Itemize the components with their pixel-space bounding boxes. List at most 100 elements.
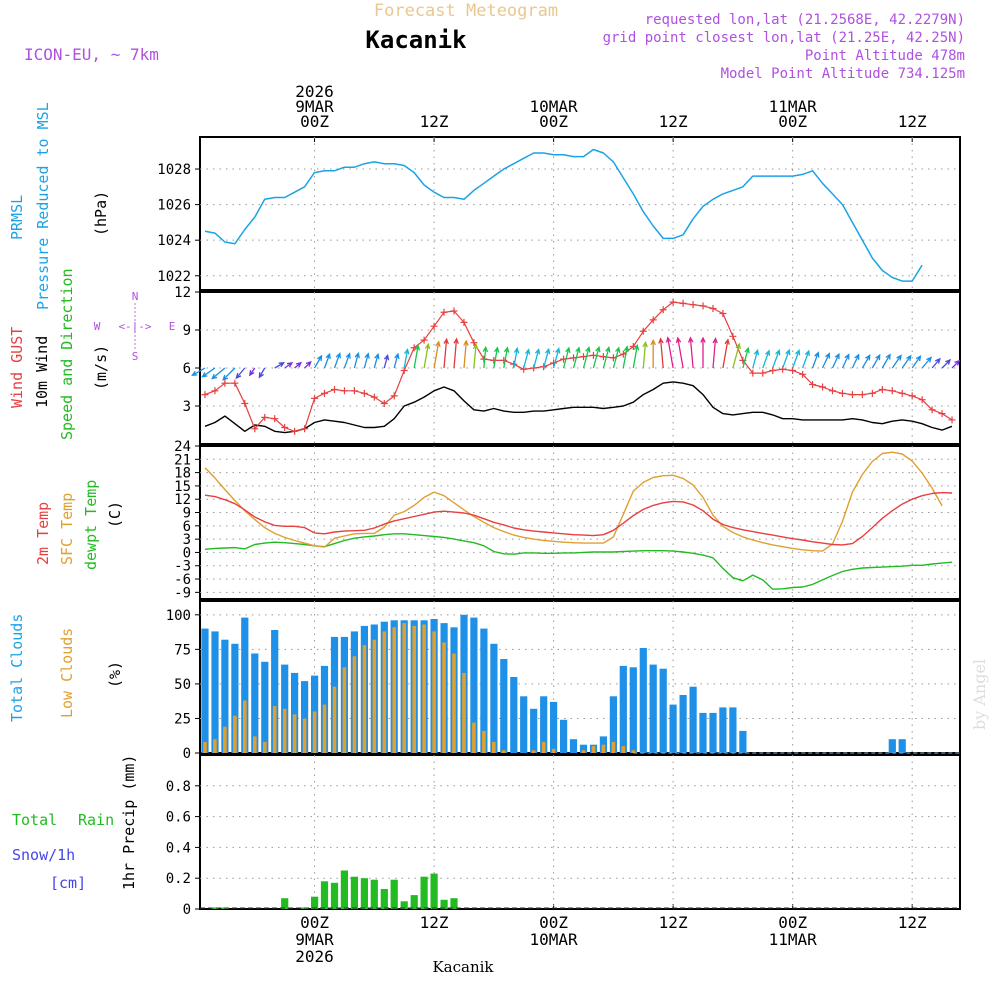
y-tick-label: 75 (174, 642, 191, 658)
rain-label: Rain (78, 811, 114, 829)
total-cloud-bar (689, 686, 697, 753)
wind-labels: Wind GUST 10m Wind Speed and Direction (… (8, 268, 175, 440)
bottom-axis-label: 10MAR (530, 930, 579, 949)
total-cloud-bar (659, 668, 667, 753)
bottom-axis-label: 00Z (539, 913, 568, 932)
y-tick-label: 18 (174, 466, 191, 482)
low-cloud-bar (611, 741, 616, 753)
gust-marker (669, 298, 677, 306)
total-cloud-bar (231, 643, 239, 753)
gust-marker (251, 425, 259, 433)
wind-direction-arrow (841, 353, 850, 369)
low-cloud-bar (292, 714, 297, 753)
gust-marker (301, 425, 309, 433)
y-tick-label: 9 (183, 506, 191, 522)
wind-direction-arrow (572, 346, 581, 369)
wind-direction-arrow (542, 347, 551, 369)
low-cloud-bar (263, 741, 267, 753)
panel-frame-temp (199, 445, 961, 600)
wind-direction-arrow (891, 354, 902, 369)
compass-w: W (94, 320, 101, 333)
wind-direction-arrow (911, 354, 922, 369)
gust-marker (878, 386, 886, 394)
gust-marker (330, 386, 338, 394)
panel-frame-precip (199, 754, 961, 910)
bottom-axis-label: 12Z (659, 913, 688, 932)
gust-marker (679, 299, 687, 307)
low-cloud-bar (253, 736, 257, 753)
low-cloud-bar (482, 730, 486, 753)
wind-direction-arrow (582, 346, 591, 369)
gust-marker (420, 336, 428, 344)
gust-marker (291, 427, 299, 435)
wind-direction-arrow (248, 367, 256, 377)
gust-marker (659, 306, 667, 314)
prmsl-line (204, 148, 923, 282)
y-tick-label: 50 (174, 677, 191, 693)
wind-direction-arrow (801, 349, 810, 369)
low-cloud-bar (531, 750, 536, 753)
gust-marker (908, 392, 916, 400)
low-cloud-bar (402, 623, 406, 753)
panel-frame-pressure (199, 136, 961, 291)
y-tick-label: 0.6 (166, 810, 191, 826)
wind-direction-arrow (393, 352, 400, 369)
y-tick-label: 24 (174, 439, 191, 455)
gust-marker (848, 391, 856, 399)
bottom-axis-label: 2026 (295, 947, 334, 966)
low-cloud-bar (591, 746, 596, 753)
total-cloud-bar (709, 712, 717, 753)
total-cloud-bar (649, 664, 657, 753)
temp-labels: 2m Temp SFC Temp dewpt Temp (C) (34, 480, 124, 570)
wind-direction-arrow (722, 338, 730, 369)
pressure-plot: 1022 1024 1026 1028 (157, 137, 960, 290)
gust-marker (211, 387, 219, 395)
wind-direction-arrow (274, 362, 286, 369)
total-cloud-bar (261, 661, 269, 753)
y-tick-label: 1022 (157, 269, 191, 285)
total-cloud-bar (569, 739, 578, 753)
wind-direction-arrow (513, 346, 520, 369)
cloud-labels: Total Clouds Low Clouds (%) (8, 614, 124, 722)
gust-marker (629, 342, 637, 350)
point-altitude: Point Altitude 478m (805, 48, 965, 64)
top-axis-label: 12Z (898, 112, 927, 131)
gust-marker (530, 364, 538, 372)
ms-label: (m/s) (92, 345, 110, 390)
top-axis-label: 00Z (300, 112, 329, 131)
y-tick-label: 21 (174, 452, 191, 468)
y-tick-label: 0.8 (166, 779, 191, 795)
rain-bar (320, 881, 329, 909)
total-cloud-bar (211, 631, 219, 753)
dewpt-label: dewpt Temp (82, 480, 100, 570)
wind-direction-arrow (941, 358, 952, 369)
low-cloud-bar (601, 744, 606, 753)
total-cloud-bar (301, 681, 309, 753)
gust-marker (858, 391, 866, 399)
gust-marker (749, 369, 757, 377)
y-tick-label: 1026 (157, 198, 191, 214)
clouds-plot: 0 25 50 75 100 (166, 601, 960, 762)
total-cloud-bar (639, 648, 647, 753)
total-cloud-bar (629, 667, 637, 753)
wind-direction-arrow (851, 353, 860, 369)
wind-10m-label: 10m Wind (33, 336, 51, 408)
wind-direction-arrow (700, 336, 706, 368)
gust-marker (579, 353, 587, 361)
gust-marker (759, 369, 767, 377)
low-cloud-bar (581, 750, 586, 753)
wind-direction-arrow (831, 352, 840, 369)
wind-direction-arrow (258, 367, 266, 379)
low-cloud-bar (541, 741, 546, 753)
pressure-labels: PRMSL Pressure Reduced to MSL (hPa) (8, 102, 110, 310)
y-tick-label: 0 (183, 902, 191, 918)
total-cloud-bar (520, 696, 528, 753)
wind-dir-label: Speed and Direction (58, 268, 76, 440)
gust-marker (380, 399, 388, 407)
compass-row: <-|-> (118, 320, 151, 333)
wind-direction-arrow (363, 352, 370, 369)
gust-marker (430, 322, 438, 330)
y-tick-label: -9 (174, 585, 191, 601)
